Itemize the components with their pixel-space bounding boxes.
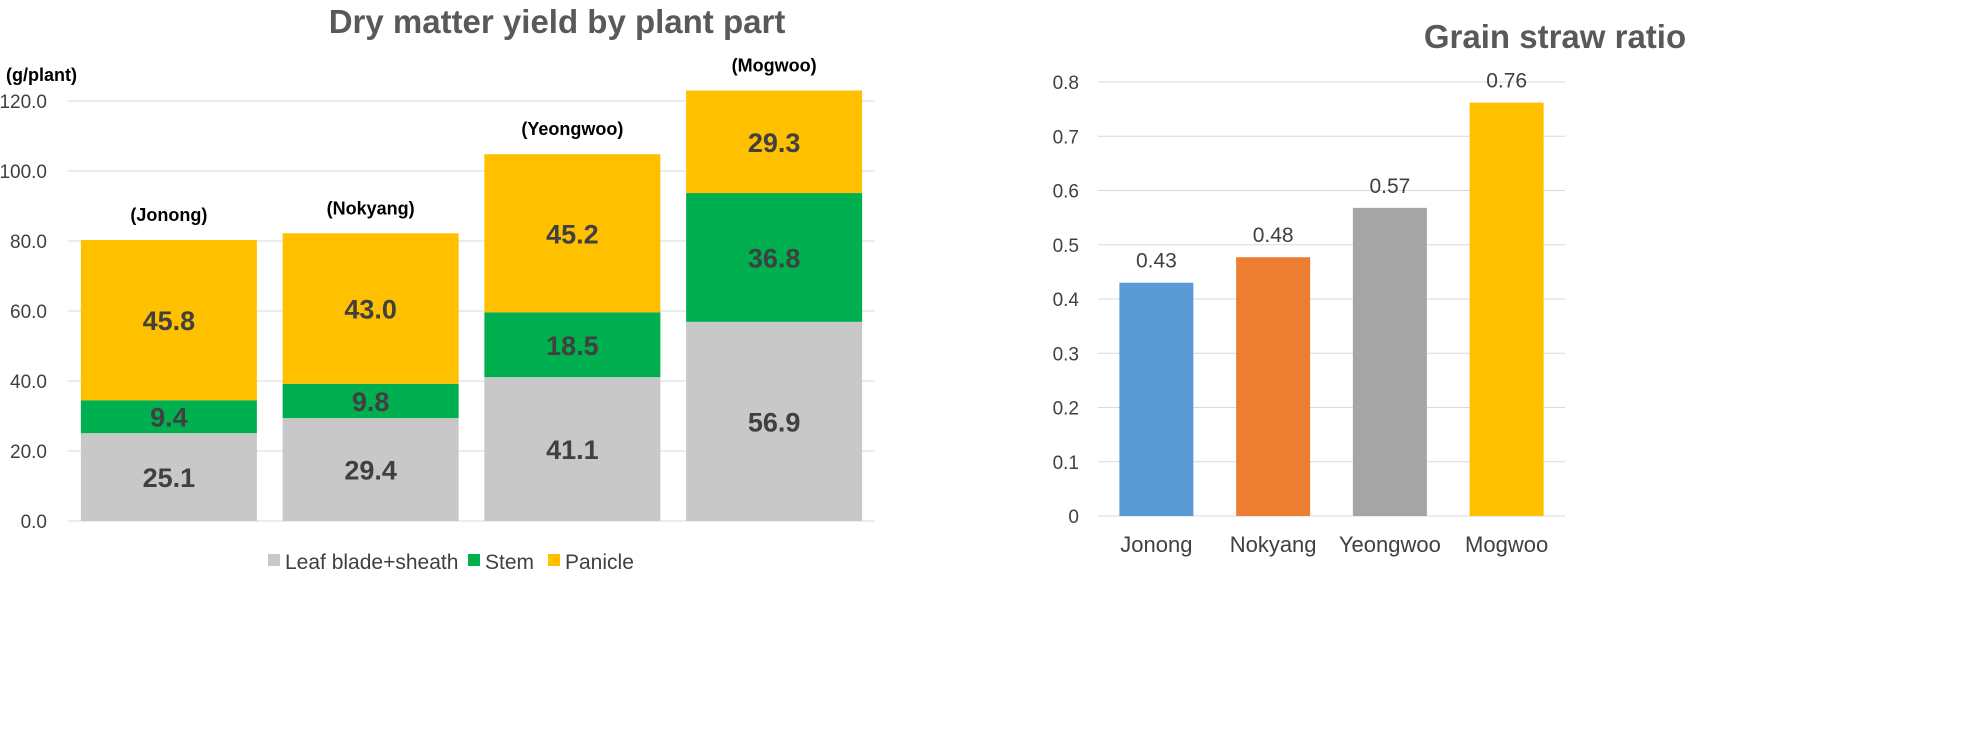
chart1-bar-segment — [282, 418, 459, 521]
chart1-bar-segment — [282, 233, 459, 384]
chart1-category-label: (Yeongwoo) — [521, 119, 623, 139]
chart1-legend-label: Stem — [485, 551, 534, 574]
chart2-value-label: 0.48 — [1253, 224, 1294, 247]
chart2-bar — [1352, 207, 1427, 517]
chart1-category-label: (Mogwoo) — [732, 56, 817, 76]
chart-grain-straw-ratio: Grain straw ratio 0 0.1 0.2 0.3 0.4 0.5 0.6 0.7… — [1053, 18, 1687, 557]
chart1-legend-swatch — [548, 554, 560, 566]
chart1-segment-label: 29.3 — [748, 128, 801, 158]
chart1-legend: Leaf blade+sheath Stem Panicle — [268, 551, 634, 574]
chart2-x-tick-label: Mogwoo — [1465, 532, 1548, 557]
chart1-segment-label: 18.5 — [546, 331, 599, 361]
chart1-y-tick-label: 40.0 — [10, 372, 47, 393]
chart1-segment-label: 41.1 — [546, 435, 599, 465]
chart2-value-label: 0.57 — [1369, 175, 1410, 198]
chart1-bar-segment — [686, 193, 863, 322]
chart1-bar-segment — [484, 154, 661, 313]
chart2-value-label: 0.43 — [1136, 250, 1177, 273]
chart2-x-tick-label: Nokyang — [1230, 532, 1317, 557]
chart1-segment-label: 43.0 — [344, 295, 397, 325]
chart1-bar-segment — [686, 321, 863, 521]
chart1-y-ticks: 0.0 20.0 40.0 60.0 80.0 100.0 120.0 — [0, 92, 47, 533]
chart1-y-tick-label: 20.0 — [10, 442, 47, 463]
chart2-y-tick-label: 0.3 — [1053, 344, 1079, 365]
chart2-x-tick-label: Jonong — [1120, 532, 1192, 557]
chart2-y-tick-label: 0.8 — [1053, 73, 1079, 94]
chart2-y-tick-label: 0.7 — [1053, 127, 1079, 148]
chart1-segment-label: 36.8 — [748, 243, 801, 273]
chart2-bars: 0.43 Jonong 0.48 Nokyang 0.57 Yeongwoo 0.76 Mog… — [1119, 70, 1548, 557]
chart2-value-label: 0.76 — [1486, 70, 1527, 93]
chart2-bar — [1236, 257, 1311, 516]
chart1-category-label: (Jonong) — [130, 205, 207, 225]
chart1-segment-label: 45.2 — [546, 219, 599, 249]
chart1-bar-segment — [484, 377, 661, 521]
chart2-y-tick-label: 0.4 — [1053, 290, 1080, 311]
chart2-y-tick-label: 0.5 — [1053, 236, 1079, 257]
chart1-y-tick-label: 120.0 — [0, 92, 47, 113]
chart1-segment-label: 45.8 — [143, 306, 196, 336]
chart2-y-tick-label: 0.2 — [1053, 399, 1079, 420]
chart1-y-tick-label: 80.0 — [10, 232, 47, 253]
chart1-bar-segment — [484, 312, 661, 378]
chart1-segment-label: 25.1 — [143, 463, 196, 493]
chart1-y-tick-label: 100.0 — [0, 162, 47, 183]
chart1-segment-label: 9.8 — [352, 387, 390, 417]
chart1-segment-label: 29.4 — [344, 456, 397, 486]
chart2-y-tick-label: 0 — [1068, 507, 1079, 528]
chart1-y-tick-label: 0.0 — [21, 512, 47, 533]
chart-dry-matter: Dry matter yield by plant part (g/plant)… — [0, 3, 875, 574]
chart1-bars: 25.1 9.4 45.8 (Jonong) 29.4 9.8 43.0 (Nokyang) 4… — [80, 56, 863, 521]
chart1-legend-label: Panicle — [565, 551, 634, 574]
chart2-bar — [1469, 102, 1544, 517]
chart2-x-tick-label: Yeongwoo — [1339, 532, 1441, 557]
chart1-bar-segment — [686, 90, 863, 194]
chart1-segment-label: 9.4 — [150, 403, 188, 433]
chart2-y-tick-label: 0.6 — [1053, 182, 1079, 203]
chart1-bar-segment — [80, 433, 257, 521]
chart1-y-tick-label: 60.0 — [10, 302, 47, 323]
chart1-title: Dry matter yield by plant part — [329, 3, 786, 40]
chart1-y-unit: (g/plant) — [6, 65, 77, 85]
chart2-y-tick-label: 0.1 — [1053, 453, 1079, 474]
chart1-legend-label: Leaf blade+sheath — [285, 551, 458, 574]
chart1-segment-label: 56.9 — [748, 407, 801, 437]
chart2-bar — [1119, 282, 1194, 516]
chart1-category-label: (Nokyang) — [327, 198, 415, 218]
chart1-legend-swatch — [268, 554, 280, 566]
chart1-bar-segment — [80, 400, 257, 434]
chart1-bar-segment — [80, 239, 257, 401]
chart2-title: Grain straw ratio — [1424, 18, 1686, 55]
chart1-legend-swatch — [468, 554, 480, 566]
chart1-bar-segment — [282, 383, 459, 419]
chart2-y-ticks: 0 0.1 0.2 0.3 0.4 0.5 0.6 0.7 0.8 — [1053, 73, 1080, 528]
